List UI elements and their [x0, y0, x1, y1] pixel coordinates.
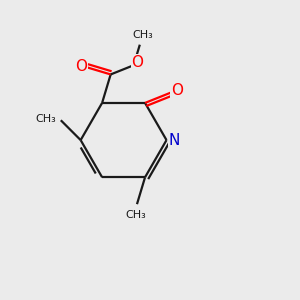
Text: CH₃: CH₃ [125, 210, 146, 220]
Text: O: O [171, 83, 183, 98]
Text: N: N [168, 133, 179, 148]
Text: CH₃: CH₃ [133, 30, 154, 40]
Text: O: O [132, 55, 144, 70]
Text: CH₃: CH₃ [35, 114, 56, 124]
Text: O: O [75, 59, 87, 74]
